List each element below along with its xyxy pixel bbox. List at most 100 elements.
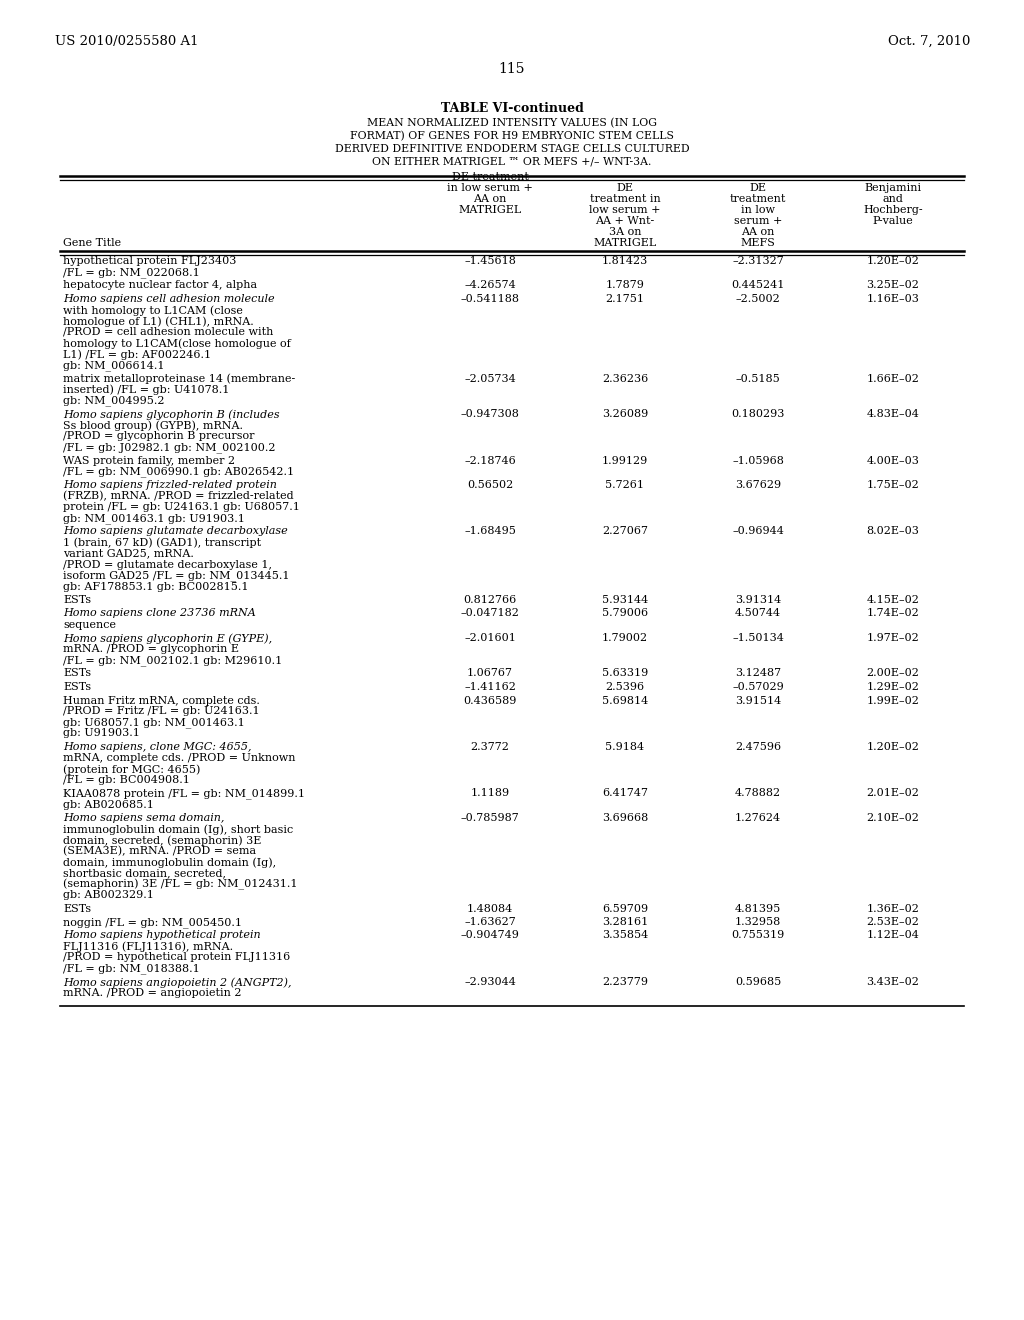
Text: Benjamini: Benjamini (864, 183, 922, 193)
Text: Homo sapiens glutamate decarboxylase: Homo sapiens glutamate decarboxylase (63, 527, 288, 536)
Text: –0.785987: –0.785987 (461, 813, 519, 822)
Text: 4.81395: 4.81395 (735, 903, 781, 913)
Text: gb: NM_004995.2: gb: NM_004995.2 (63, 396, 165, 407)
Text: gb: AF178853.1 gb: BC002815.1: gb: AF178853.1 gb: BC002815.1 (63, 582, 249, 591)
Text: WAS protein family, member 2: WAS protein family, member 2 (63, 455, 236, 466)
Text: domain, immunoglobulin domain (Ig),: domain, immunoglobulin domain (Ig), (63, 857, 276, 867)
Text: DE treatment: DE treatment (452, 172, 528, 182)
Text: 5.69814: 5.69814 (602, 696, 648, 705)
Text: /PROD = cell adhesion molecule with: /PROD = cell adhesion molecule with (63, 327, 273, 337)
Text: /FL = gb: J02982.1 gb: NM_002100.2: /FL = gb: J02982.1 gb: NM_002100.2 (63, 442, 275, 453)
Text: shortbasic domain, secreted,: shortbasic domain, secreted, (63, 869, 226, 878)
Text: 2.53E–02: 2.53E–02 (866, 917, 920, 927)
Text: Homo sapiens glycophorin B (includes: Homo sapiens glycophorin B (includes (63, 409, 280, 420)
Text: MEFS: MEFS (740, 238, 775, 248)
Text: gb: NM_001463.1 gb: U91903.1: gb: NM_001463.1 gb: U91903.1 (63, 513, 245, 524)
Text: 1.27624: 1.27624 (735, 813, 781, 822)
Text: 1.79002: 1.79002 (602, 634, 648, 643)
Text: homologue of L1) (CHL1), mRNA.: homologue of L1) (CHL1), mRNA. (63, 315, 254, 326)
Text: Homo sapiens sema domain,: Homo sapiens sema domain, (63, 813, 224, 822)
Text: 3.28161: 3.28161 (602, 917, 648, 927)
Text: isoform GAD25 /FL = gb: NM_013445.1: isoform GAD25 /FL = gb: NM_013445.1 (63, 570, 290, 581)
Text: Homo sapiens frizzled-related protein: Homo sapiens frizzled-related protein (63, 480, 276, 490)
Text: (protein for MGC: 4655): (protein for MGC: 4655) (63, 764, 201, 775)
Text: in low serum +: in low serum + (447, 183, 532, 193)
Text: –0.947308: –0.947308 (461, 409, 519, 418)
Text: variant GAD25, mRNA.: variant GAD25, mRNA. (63, 549, 194, 558)
Text: Gene Title: Gene Title (63, 238, 121, 248)
Text: hepatocyte nuclear factor 4, alpha: hepatocyte nuclear factor 4, alpha (63, 281, 257, 290)
Text: P-value: P-value (872, 216, 913, 226)
Text: Homo sapiens hypothetical protein: Homo sapiens hypothetical protein (63, 931, 261, 940)
Text: 6.41747: 6.41747 (602, 788, 648, 799)
Text: FLJ11316 (FLJ11316), mRNA.: FLJ11316 (FLJ11316), mRNA. (63, 941, 233, 952)
Text: –1.45618: –1.45618 (464, 256, 516, 267)
Text: 0.59685: 0.59685 (735, 977, 781, 987)
Text: gb: AB002329.1: gb: AB002329.1 (63, 890, 154, 900)
Text: 5.63319: 5.63319 (602, 668, 648, 678)
Text: 3.35854: 3.35854 (602, 931, 648, 940)
Text: 1.99129: 1.99129 (602, 455, 648, 466)
Text: 2.5396: 2.5396 (605, 682, 644, 692)
Text: mRNA. /PROD = angiopoietin 2: mRNA. /PROD = angiopoietin 2 (63, 987, 242, 998)
Text: 3.12487: 3.12487 (735, 668, 781, 678)
Text: /FL = gb: NM_018388.1: /FL = gb: NM_018388.1 (63, 964, 200, 974)
Text: 3.43E–02: 3.43E–02 (866, 977, 920, 987)
Text: 1.66E–02: 1.66E–02 (866, 374, 920, 384)
Text: –2.31327: –2.31327 (732, 256, 784, 267)
Text: /FL = gb: BC004908.1: /FL = gb: BC004908.1 (63, 775, 189, 785)
Text: Hochberg-: Hochberg- (863, 205, 923, 215)
Text: –4.26574: –4.26574 (464, 281, 516, 290)
Text: domain, secreted, (semaphorin) 3E: domain, secreted, (semaphorin) 3E (63, 836, 261, 846)
Text: /PROD = glycophorin B precursor: /PROD = glycophorin B precursor (63, 432, 255, 441)
Text: ESTs: ESTs (63, 903, 91, 913)
Text: 2.47596: 2.47596 (735, 742, 781, 752)
Text: 4.50744: 4.50744 (735, 609, 781, 619)
Text: 2.1751: 2.1751 (605, 294, 644, 304)
Text: 1.16E–03: 1.16E–03 (866, 294, 920, 304)
Text: with homology to L1CAM (close: with homology to L1CAM (close (63, 305, 243, 315)
Text: immunoglobulin domain (Ig), short basic: immunoglobulin domain (Ig), short basic (63, 824, 293, 834)
Text: –2.93044: –2.93044 (464, 977, 516, 987)
Text: –2.18746: –2.18746 (464, 455, 516, 466)
Text: 1.20E–02: 1.20E–02 (866, 742, 920, 752)
Text: ESTs: ESTs (63, 682, 91, 692)
Text: 2.01E–02: 2.01E–02 (866, 788, 920, 799)
Text: 1.1189: 1.1189 (470, 788, 510, 799)
Text: 2.00E–02: 2.00E–02 (866, 668, 920, 678)
Text: /FL = gb: NM_006990.1 gb: AB026542.1: /FL = gb: NM_006990.1 gb: AB026542.1 (63, 466, 294, 478)
Text: /PROD = Fritz /FL = gb: U24163.1: /PROD = Fritz /FL = gb: U24163.1 (63, 706, 260, 717)
Text: low serum +: low serum + (589, 205, 660, 215)
Text: mRNA, complete cds. /PROD = Unknown: mRNA, complete cds. /PROD = Unknown (63, 752, 296, 763)
Text: 1 (brain, 67 kD) (GAD1), transcript: 1 (brain, 67 kD) (GAD1), transcript (63, 537, 261, 548)
Text: DE: DE (616, 183, 634, 193)
Text: 6.59709: 6.59709 (602, 903, 648, 913)
Text: 0.755319: 0.755319 (731, 931, 784, 940)
Text: Ss blood group) (GYPB), mRNA.: Ss blood group) (GYPB), mRNA. (63, 420, 243, 430)
Text: –0.96944: –0.96944 (732, 527, 784, 536)
Text: ESTs: ESTs (63, 668, 91, 678)
Text: 5.9184: 5.9184 (605, 742, 644, 752)
Text: 0.812766: 0.812766 (464, 595, 517, 605)
Text: treatment: treatment (730, 194, 786, 205)
Text: homology to L1CAM(close homologue of: homology to L1CAM(close homologue of (63, 338, 291, 348)
Text: inserted) /FL = gb: U41078.1: inserted) /FL = gb: U41078.1 (63, 384, 229, 395)
Text: L1) /FL = gb: AF002246.1: L1) /FL = gb: AF002246.1 (63, 348, 211, 359)
Text: Homo sapiens clone 23736 mRNA: Homo sapiens clone 23736 mRNA (63, 609, 256, 619)
Text: /PROD = glutamate decarboxylase 1,: /PROD = glutamate decarboxylase 1, (63, 560, 272, 569)
Text: matrix metalloproteinase 14 (membrane-: matrix metalloproteinase 14 (membrane- (63, 374, 295, 384)
Text: 3.91514: 3.91514 (735, 696, 781, 705)
Text: ESTs: ESTs (63, 595, 91, 605)
Text: MATRIGEL: MATRIGEL (593, 238, 656, 248)
Text: ON EITHER MATRIGEL ™ OR MEFS +/– WNT-3A.: ON EITHER MATRIGEL ™ OR MEFS +/– WNT-3A. (373, 157, 651, 168)
Text: –0.904749: –0.904749 (461, 931, 519, 940)
Text: 4.15E–02: 4.15E–02 (866, 595, 920, 605)
Text: 2.23779: 2.23779 (602, 977, 648, 987)
Text: –2.5002: –2.5002 (735, 294, 780, 304)
Text: 1.36E–02: 1.36E–02 (866, 903, 920, 913)
Text: 3.67629: 3.67629 (735, 480, 781, 490)
Text: KIAA0878 protein /FL = gb: NM_014899.1: KIAA0878 protein /FL = gb: NM_014899.1 (63, 788, 305, 799)
Text: 1.7879: 1.7879 (605, 281, 644, 290)
Text: MATRIGEL: MATRIGEL (459, 205, 521, 215)
Text: 1.32958: 1.32958 (735, 917, 781, 927)
